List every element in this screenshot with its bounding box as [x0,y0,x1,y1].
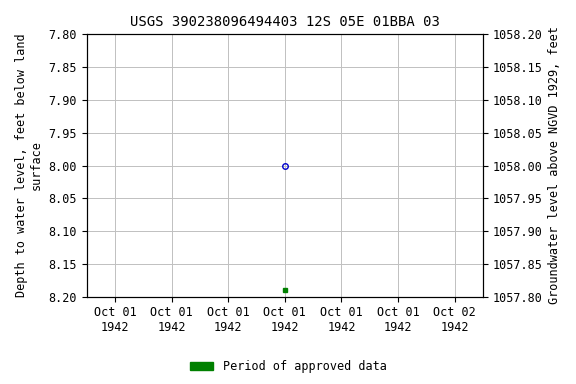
Legend: Period of approved data: Period of approved data [185,356,391,378]
Y-axis label: Depth to water level, feet below land
surface: Depth to water level, feet below land su… [15,34,43,297]
Title: USGS 390238096494403 12S 05E 01BBA 03: USGS 390238096494403 12S 05E 01BBA 03 [130,15,439,29]
Y-axis label: Groundwater level above NGVD 1929, feet: Groundwater level above NGVD 1929, feet [548,26,561,305]
